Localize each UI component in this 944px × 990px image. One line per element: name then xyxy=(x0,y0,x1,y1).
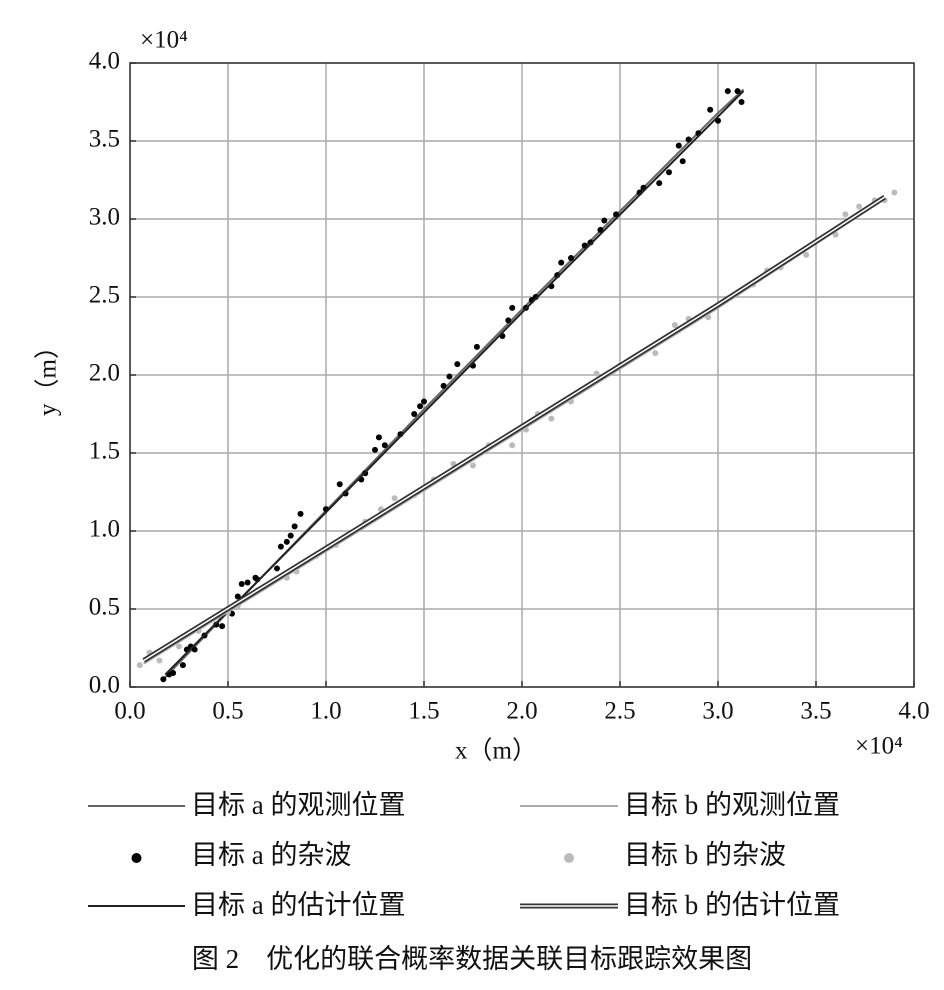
clutter-point xyxy=(372,446,378,453)
clutter-point xyxy=(191,646,198,653)
clutter-point xyxy=(675,142,682,149)
legend-label: 目标 a 的杂波 xyxy=(191,840,351,870)
clutter-point xyxy=(568,398,574,405)
clutter-point xyxy=(601,217,608,224)
clutter-point xyxy=(891,189,898,196)
clutter-point xyxy=(417,403,424,410)
clutter-point xyxy=(283,538,290,545)
clutter-point xyxy=(176,643,182,650)
clutter-point xyxy=(522,426,529,433)
y-tick-label: 3.5 xyxy=(89,126,120,153)
clutter-point xyxy=(666,169,672,176)
legend-label: 目标 a 的估计位置 xyxy=(191,890,405,920)
x-axis-title: x（m） xyxy=(455,737,537,765)
clutter-point xyxy=(803,251,810,258)
clutter-point xyxy=(213,621,220,628)
x-multiplier: ×10⁴ xyxy=(855,733,903,760)
legend-label: 目标 b 的杂波 xyxy=(624,840,786,870)
x-tick-label: 0.0 xyxy=(114,698,145,725)
y-tick-label: 4.0 xyxy=(89,48,120,75)
clutter-point xyxy=(593,370,600,377)
series-line xyxy=(164,90,745,676)
legend-marker xyxy=(564,853,574,863)
clutter-point xyxy=(170,669,177,676)
clutter-point xyxy=(568,255,574,261)
clutter-point xyxy=(509,442,516,449)
x-tick-label: 3.0 xyxy=(702,698,733,725)
clutter-point xyxy=(705,314,712,321)
clutter-point xyxy=(238,581,245,588)
y-multiplier: ×10⁴ xyxy=(140,27,188,54)
clutter-point xyxy=(391,495,398,502)
plot-frame xyxy=(129,62,915,688)
caption: 图 2 优化的联合概率数据关联目标跟踪效果图 xyxy=(192,944,752,974)
clutter-point xyxy=(234,593,241,600)
legend-label: 目标 b 的观测位置 xyxy=(624,790,840,820)
x-tick-label: 2.0 xyxy=(506,698,537,725)
clutter-point xyxy=(832,231,839,238)
clutter-point xyxy=(446,373,453,380)
clutter-point xyxy=(671,322,678,329)
clutter-point xyxy=(505,317,512,324)
legend-label: 目标 b 的估计位置 xyxy=(624,890,840,920)
legend-label: 目标 a 的观测位置 xyxy=(191,790,405,820)
clutter-point xyxy=(685,136,692,143)
clutter-point xyxy=(179,662,186,669)
clutter-point xyxy=(287,532,294,539)
x-tick-label: 1.0 xyxy=(310,698,341,725)
y-axis-title: y（m） xyxy=(34,334,62,416)
clutter-point xyxy=(738,99,745,105)
clutter-point xyxy=(156,657,163,664)
y-tick-label: 1.5 xyxy=(89,438,120,465)
clutter-point xyxy=(136,662,143,669)
y-tick-label: 2.5 xyxy=(89,282,120,309)
clutter-point xyxy=(548,415,555,422)
clutter-point xyxy=(470,462,476,469)
x-tick-label: 0.5 xyxy=(212,698,243,725)
y-tick-label: 1.0 xyxy=(89,516,120,543)
clutter-point xyxy=(856,203,863,210)
y-tick-label: 3.0 xyxy=(89,204,120,231)
x-tick-label: 2.5 xyxy=(604,698,635,725)
clutter-point xyxy=(411,411,418,417)
clutter-point xyxy=(679,158,686,165)
clutter-point xyxy=(440,382,447,389)
clutter-point xyxy=(381,442,388,449)
clutter-point xyxy=(842,211,849,218)
clutter-point xyxy=(336,481,343,488)
series-line-inner xyxy=(143,196,886,662)
clutter-point xyxy=(558,259,565,266)
y-tick-label: 0.5 xyxy=(89,594,120,621)
clutter-point xyxy=(509,304,516,311)
clutter-point xyxy=(421,398,427,405)
x-tick-label: 1.5 xyxy=(408,698,439,725)
x-tick-label: 4.0 xyxy=(898,698,929,725)
clutter-point xyxy=(454,361,461,368)
clutter-point xyxy=(277,543,284,550)
clutter-point xyxy=(219,623,226,630)
clutter-point xyxy=(244,579,251,586)
clutter-point xyxy=(724,88,731,95)
clutter-point xyxy=(274,565,280,572)
clutter-point xyxy=(652,350,659,357)
clutter-point xyxy=(375,434,382,441)
clutter-point xyxy=(473,343,480,350)
clutter-point xyxy=(283,574,290,581)
series-line-outer xyxy=(142,195,886,663)
clutter-point xyxy=(297,510,304,517)
clutter-point xyxy=(707,106,714,113)
legend-marker xyxy=(131,853,142,863)
y-tick-label: 0.0 xyxy=(89,672,120,699)
clutter-point xyxy=(734,88,741,95)
x-tick-label: 3.5 xyxy=(800,698,831,725)
clutter-point xyxy=(291,523,298,530)
clutter-point xyxy=(160,676,167,683)
y-tick-label: 2.0 xyxy=(89,360,120,387)
clutter-point xyxy=(656,180,663,187)
